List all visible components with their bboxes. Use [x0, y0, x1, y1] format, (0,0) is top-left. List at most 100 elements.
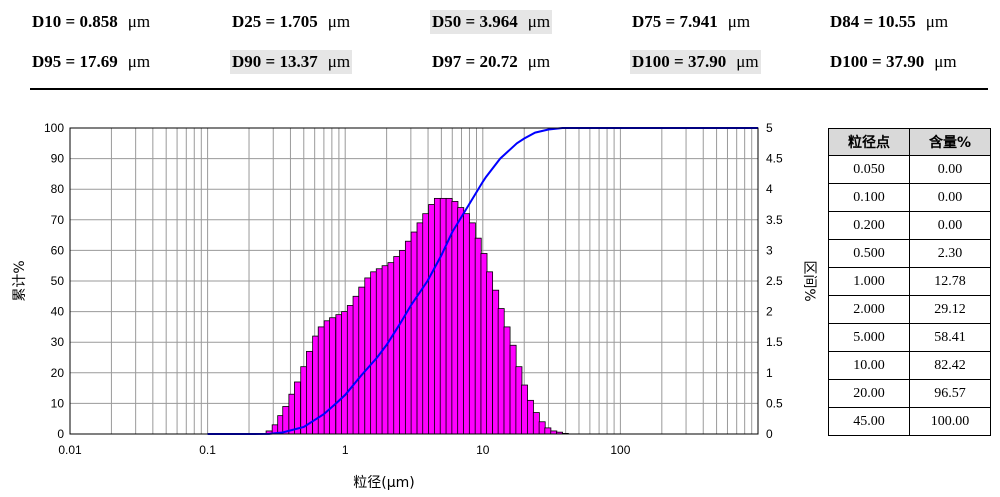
- size-point-cell: 10.00: [828, 351, 910, 380]
- stat-unit: μm: [127, 52, 151, 71]
- histogram-bar: [294, 381, 301, 435]
- histogram-bar: [451, 201, 459, 435]
- y-left-tick-label: 40: [51, 305, 65, 319]
- content-cell: 0.00: [909, 211, 991, 240]
- content-cell: 12.78: [909, 267, 991, 296]
- column-header-content: 含量%: [909, 128, 991, 156]
- cumulative-curve-group: [207, 127, 758, 435]
- content-cell: 0.00: [909, 183, 991, 212]
- content-cell: 100.00: [909, 407, 991, 436]
- histogram-bar: [352, 295, 360, 435]
- stat-1-2: D25 = 1.705 μm: [230, 10, 352, 34]
- histogram-bar: [503, 326, 511, 435]
- stat-2-4: D100 = 37.90 μm: [630, 50, 761, 74]
- y-right-tick-label: 2: [766, 305, 773, 319]
- stat-value: D90 = 13.37: [232, 52, 318, 71]
- histogram-bar: [404, 240, 412, 435]
- x-tick-label: 0.1: [199, 443, 216, 457]
- content-cell: 82.42: [909, 351, 991, 380]
- size-point-cell: 0.500: [828, 239, 910, 268]
- stat-value: D50 = 3.964: [432, 12, 518, 31]
- stat-unit: μm: [327, 12, 351, 31]
- histogram-bar: [532, 412, 540, 435]
- histogram-bar: [544, 427, 552, 435]
- x-tick-label: 10: [476, 443, 490, 457]
- histogram-bar: [486, 271, 494, 435]
- stat-value: D84 = 10.55: [830, 12, 916, 31]
- stat-1-1: D10 = 0.858 μm: [30, 10, 152, 34]
- stat-unit: μm: [527, 52, 551, 71]
- content-cell: 58.41: [909, 323, 991, 352]
- table-row: 1.000 12.78: [828, 267, 991, 296]
- histogram-bar: [439, 197, 447, 435]
- stat-unit: μm: [934, 52, 957, 71]
- histogram-bar: [335, 314, 343, 435]
- y-right-tick-label: 2.5: [766, 274, 783, 288]
- table-row: 5.000 58.41: [828, 323, 991, 352]
- y-right-tick-label: 3.5: [766, 213, 783, 227]
- size-point-cell: 0.100: [828, 183, 910, 212]
- size-point-cell: 20.00: [828, 379, 910, 408]
- table-row: 10.00 82.42: [828, 351, 991, 380]
- y-left-tick-label: 20: [51, 366, 65, 380]
- stat-unit: μm: [925, 12, 949, 31]
- y-right-tick-label: 4.5: [766, 152, 783, 166]
- stat-value: D10 = 0.858: [32, 12, 118, 31]
- stat-value: D100 = 37.90: [632, 52, 727, 71]
- y-left-tick-label: 30: [51, 335, 65, 349]
- histogram-bar: [497, 308, 505, 435]
- x-axis-label: 粒径(μm): [353, 475, 414, 491]
- y-left-tick-label: 10: [51, 396, 65, 410]
- y-left-tick-label: 100: [44, 121, 64, 135]
- histogram-bar: [457, 207, 465, 435]
- content-cell: 2.30: [909, 239, 991, 268]
- stat-1-5: D84 = 10.55 μm: [828, 10, 950, 34]
- histogram-bar: [370, 271, 378, 435]
- histogram-bar: [387, 262, 395, 435]
- stat-unit: μm: [727, 12, 751, 31]
- y-left-tick-label: 60: [51, 243, 65, 257]
- x-tick-label: 100: [610, 443, 630, 457]
- y-left-tick-label: 0: [57, 427, 64, 441]
- table-header-row: 粒径点 含量%: [828, 128, 991, 156]
- stat-unit: μm: [127, 12, 151, 31]
- histogram-bar: [410, 231, 418, 435]
- histogram-bars: [265, 197, 569, 435]
- x-tick-label: 0.01: [58, 443, 82, 457]
- y-left-tick-label: 90: [51, 152, 65, 166]
- histogram-bar: [521, 384, 528, 435]
- size-point-cell: 2.000: [828, 295, 910, 324]
- histogram-bar: [393, 256, 401, 435]
- stat-1-4: D75 = 7.941 μm: [630, 10, 752, 34]
- histogram-bar: [509, 344, 517, 435]
- stat-2-1: D95 = 17.69 μm: [30, 50, 152, 74]
- histogram-bar: [422, 213, 430, 435]
- y-right-tick-label: 0.5: [766, 396, 783, 410]
- histogram-bar: [463, 213, 470, 435]
- histogram-bar: [480, 253, 488, 435]
- histogram-bar: [329, 317, 337, 435]
- size-point-cell: 5.000: [828, 323, 910, 352]
- stat-unit: μm: [327, 52, 351, 71]
- axis-ticks: 0.01 0.1 1 10 100 0 10 20 30 40 50 60 70 80 90 100 0 0.5 1…: [44, 121, 783, 457]
- histogram-bar: [399, 249, 406, 435]
- y-left-tick-label: 80: [51, 182, 65, 196]
- stat-value: D95 = 17.69: [32, 52, 118, 71]
- table-row: 45.00 100.00: [828, 407, 991, 436]
- x-tick-label: 1: [342, 443, 349, 457]
- particle-size-chart: 0.01 0.1 1 10 100 0 10 20 30 40 50 60 70 80 90 100 0 0.5 1…: [12, 121, 817, 491]
- y-right-tick-label: 4: [766, 182, 773, 196]
- size-point-cell: 45.00: [828, 407, 910, 436]
- histogram-bar: [416, 222, 424, 435]
- stat-2-2: D90 = 13.37 μm: [230, 50, 353, 74]
- stat-unit: μm: [527, 12, 551, 31]
- histogram-bar: [468, 222, 476, 435]
- stat-value: D97 = 20.72: [432, 52, 518, 71]
- cumulative-curve: [207, 127, 758, 435]
- histogram-bar: [282, 406, 290, 435]
- histogram-bar: [300, 366, 308, 435]
- histogram-bar: [346, 305, 354, 435]
- histogram-bar: [433, 197, 441, 435]
- histogram-bar: [364, 277, 372, 435]
- divider: [30, 88, 988, 90]
